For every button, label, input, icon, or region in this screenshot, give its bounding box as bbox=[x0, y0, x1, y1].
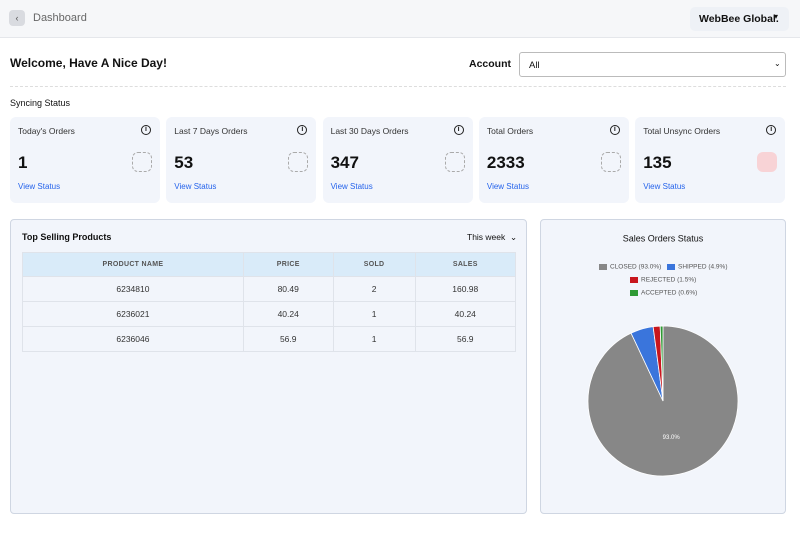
account-select-value: All bbox=[529, 60, 540, 71]
chart-title: Sales Orders Status bbox=[623, 233, 704, 243]
pie-chart: Sales Orders Status CLOSED (93.0%) SHIPPE… bbox=[587, 233, 739, 477]
table-cell: 2 bbox=[332, 276, 416, 302]
table-cell: 40.24 bbox=[414, 301, 517, 327]
info-icon: i bbox=[453, 125, 464, 135]
header: ‹ Dashboard WebBee Global. ▾ bbox=[0, 0, 800, 38]
card-value: 53 bbox=[174, 153, 194, 172]
card-value: 1 bbox=[18, 153, 28, 172]
table-cell: 1 bbox=[332, 326, 416, 352]
card-icon bbox=[288, 152, 309, 172]
account-menu[interactable]: WebBee Global. ▾ bbox=[690, 7, 789, 31]
period-value: This week bbox=[467, 232, 506, 242]
status-card: Total Unsync Orders 135 View Status i bbox=[635, 117, 786, 203]
column-header: PRODUCT NAME bbox=[22, 252, 244, 277]
account-label: Account bbox=[469, 58, 511, 70]
card-label: Last 7 Days Orders bbox=[174, 126, 248, 136]
back-button[interactable]: ‹ bbox=[9, 10, 25, 26]
legend-label: REJECTED (1.5%) bbox=[641, 277, 696, 284]
legend-swatch bbox=[630, 290, 638, 296]
legend-swatch bbox=[599, 264, 607, 270]
card-value: 135 bbox=[643, 153, 672, 172]
table-cell: 56.9 bbox=[414, 326, 517, 352]
account-select[interactable]: All ⌄ bbox=[519, 52, 786, 77]
view-status-link[interactable]: View Status bbox=[486, 182, 529, 191]
view-status-link[interactable]: View Status bbox=[330, 182, 373, 191]
card-icon bbox=[132, 152, 152, 172]
panel-title: Top Selling Products bbox=[22, 232, 112, 242]
chart-panel: Sales Orders Status CLOSED (93.0%) SHIPPE… bbox=[540, 219, 786, 514]
card-icon bbox=[757, 152, 778, 172]
table-cell: 56.9 bbox=[242, 326, 334, 352]
status-card: Total Orders 2333 View Status i bbox=[478, 117, 629, 203]
status-card: Last 30 Days Orders 347 View Status i bbox=[322, 117, 473, 203]
section-title: Syncing Status bbox=[10, 98, 71, 108]
card-label: Total Unsync Orders bbox=[643, 126, 721, 136]
legend-swatch bbox=[667, 264, 675, 270]
view-status-link[interactable]: View Status bbox=[18, 182, 61, 191]
table-cell: 160.98 bbox=[414, 276, 517, 302]
card-label: Total Orders bbox=[486, 126, 534, 136]
info-icon: i bbox=[609, 125, 620, 135]
legend-label: ACCEPTED (0.6%) bbox=[641, 290, 697, 297]
card-icon bbox=[600, 152, 621, 172]
column-header: SOLD bbox=[332, 252, 416, 277]
status-card: Last 7 Days Orders 53 View Status i bbox=[166, 117, 317, 203]
header-title: Dashboard bbox=[33, 12, 87, 24]
caret: ⌄ bbox=[774, 59, 781, 68]
status-card: Today's Orders 1 View Status i bbox=[10, 117, 160, 203]
top-products-panel: Top Selling Products This week ⌄ PRODUCT… bbox=[10, 219, 527, 514]
card-value: 347 bbox=[330, 153, 359, 172]
caret: ▾ bbox=[774, 12, 779, 21]
card-label: Today's Orders bbox=[18, 126, 75, 136]
table-row: 6234810 80.49 2 160.98 bbox=[22, 276, 517, 302]
view-status-link[interactable]: View Status bbox=[643, 182, 686, 191]
table-row: 6236046 56.9 1 56.9 bbox=[22, 326, 517, 352]
table-cell: 1 bbox=[332, 301, 416, 327]
products-table: PRODUCT NAME PRICE SOLD SALES 6234810 80.49 2 1… bbox=[22, 252, 517, 352]
table-cell: 6236046 bbox=[22, 326, 244, 352]
account-menu-label: WebBee Global. bbox=[699, 13, 779, 25]
info-icon: i bbox=[141, 125, 151, 135]
column-header: PRICE bbox=[242, 252, 334, 277]
table-cell: 6236021 bbox=[22, 301, 244, 327]
table-header: PRODUCT NAME PRICE SOLD SALES bbox=[22, 252, 517, 277]
legend-label: CLOSED (93.0%) bbox=[610, 264, 661, 271]
legend-swatch bbox=[630, 277, 638, 283]
info-icon: i bbox=[766, 125, 777, 135]
divider bbox=[10, 86, 786, 87]
info-icon: i bbox=[297, 125, 308, 135]
pie-slice bbox=[659, 325, 664, 402]
table-cell: 6234810 bbox=[22, 276, 244, 302]
card-label: Last 30 Days Orders bbox=[330, 126, 409, 136]
table-cell: 80.49 bbox=[242, 276, 334, 302]
table-row: 6236021 40.24 1 40.24 bbox=[22, 301, 517, 327]
card-icon bbox=[444, 152, 465, 172]
slice-label: 93.0% bbox=[663, 435, 681, 441]
period-select[interactable]: This week ⌄ bbox=[467, 232, 518, 242]
view-status-link[interactable]: View Status bbox=[174, 182, 217, 191]
welcome: Welcome, Have A Nice Day! bbox=[10, 56, 167, 70]
column-header: SALES bbox=[414, 252, 517, 277]
card-value: 2333 bbox=[486, 153, 525, 172]
legend-label: SHIPPED (4.9%) bbox=[678, 264, 728, 271]
table-cell: 40.24 bbox=[242, 301, 334, 327]
